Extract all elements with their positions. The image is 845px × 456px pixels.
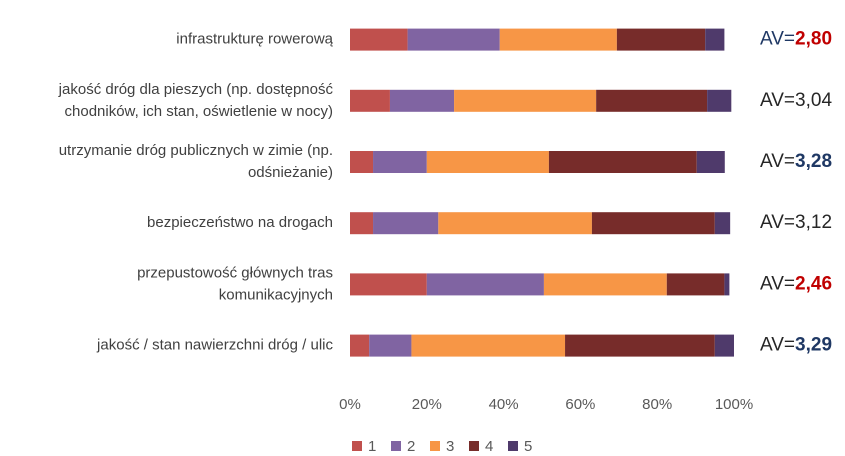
bar-segment — [724, 273, 730, 296]
bar-segment — [426, 273, 544, 296]
average-prefix: AV= — [760, 90, 795, 111]
x-tick-label: 100% — [715, 396, 753, 413]
average-label: AV=2,80 — [760, 29, 832, 50]
bar-segment — [714, 334, 734, 357]
x-tick-label: 40% — [489, 396, 519, 413]
bar-segment — [499, 28, 617, 51]
bar-segment — [389, 89, 455, 112]
category-label: komunikacyjnych — [219, 286, 333, 303]
category-label: infrastrukturę rowerową — [176, 31, 333, 48]
bar-segment — [454, 89, 597, 112]
legend-label: 5 — [524, 438, 532, 455]
bar-segment — [596, 89, 708, 112]
legend-swatch — [469, 441, 479, 451]
bar-segment — [350, 273, 427, 296]
average-value: 3,04 — [795, 90, 832, 111]
bar-segment — [350, 334, 370, 357]
legend-swatch — [391, 441, 401, 451]
average-prefix: AV= — [760, 29, 795, 50]
legend-label: 1 — [368, 438, 376, 455]
average-prefix: AV= — [760, 212, 795, 233]
x-tick-label: 80% — [642, 396, 672, 413]
average-prefix: AV= — [760, 335, 795, 356]
category-label: chodników, ich stan, oświetlenie w nocy) — [65, 103, 333, 120]
bar-segment — [411, 334, 566, 357]
bar-segment — [350, 89, 390, 112]
legend-label: 2 — [407, 438, 415, 455]
bar-segment — [666, 273, 725, 296]
bar-segment — [350, 28, 408, 51]
bar-segment — [350, 151, 374, 173]
average-value: 3,29 — [795, 335, 832, 356]
bar-segment — [714, 212, 731, 235]
average-label: AV=3,12 — [760, 212, 832, 233]
average-label: AV=3,28 — [760, 151, 832, 172]
bar-segment — [591, 212, 715, 235]
bar-segment — [543, 273, 667, 296]
average-label: AV=3,04 — [760, 90, 832, 111]
bar-segment — [350, 212, 374, 235]
legend-swatch — [430, 441, 440, 451]
bar-segment — [373, 212, 439, 235]
bar-segment — [407, 28, 500, 51]
legend-swatch — [352, 441, 362, 451]
bar-segment — [373, 151, 427, 173]
legend-swatch — [508, 441, 518, 451]
category-label: utrzymanie dróg publicznych w zimie (np. — [59, 142, 333, 159]
average-label: AV=3,29 — [760, 335, 832, 356]
bar-segment — [369, 334, 412, 357]
legend-label: 4 — [485, 438, 493, 455]
category-label: odśnieżanie) — [248, 164, 333, 181]
bar-segment — [565, 334, 715, 357]
bar-segment — [426, 151, 549, 173]
bar-segment — [696, 151, 725, 173]
x-tick-label: 60% — [565, 396, 595, 413]
legend-label: 3 — [446, 438, 454, 455]
average-value: 3,12 — [795, 212, 832, 233]
bar-segment — [548, 151, 697, 173]
x-tick-label: 0% — [339, 396, 361, 413]
bar-segment — [705, 28, 725, 51]
bar-segment — [616, 28, 706, 51]
average-prefix: AV= — [760, 151, 795, 172]
average-value: 2,80 — [795, 29, 832, 50]
average-value: 3,28 — [795, 151, 832, 172]
average-prefix: AV= — [760, 273, 795, 294]
x-tick-label: 20% — [412, 396, 442, 413]
average-label: AV=2,46 — [760, 273, 832, 294]
average-value: 2,46 — [795, 273, 832, 294]
category-label: przepustowość głównych tras — [137, 264, 333, 281]
category-label: jakość dróg dla pieszych (np. dostępność — [58, 81, 334, 98]
bar-segment — [438, 212, 592, 235]
category-label: jakość / stan nawierzchni dróg / ulic — [96, 337, 333, 354]
bar-segment — [707, 89, 732, 112]
category-label: bezpieczeństwo na drogach — [147, 214, 333, 231]
